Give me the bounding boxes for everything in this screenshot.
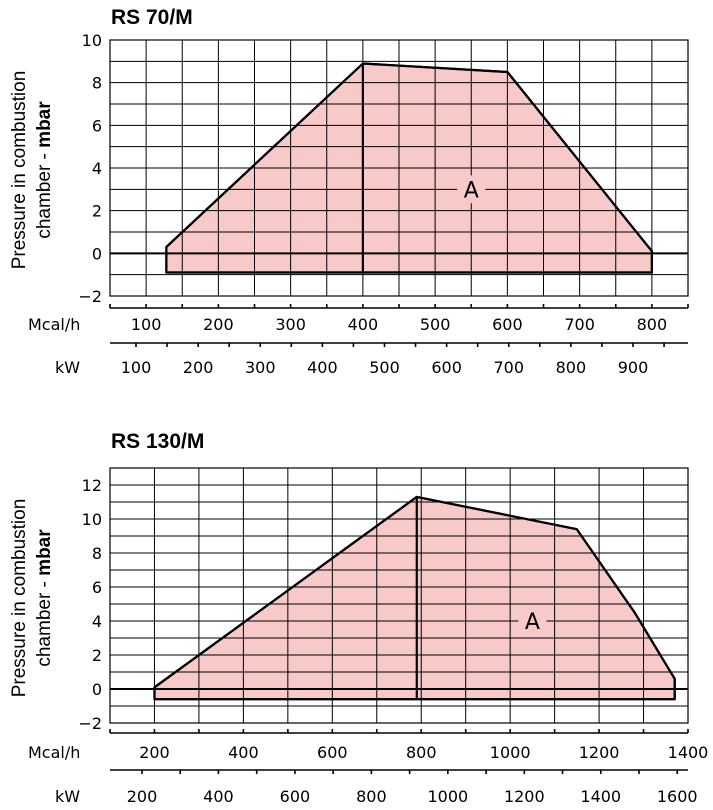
x2-tick-label: 1200 (504, 787, 545, 806)
y-tick-label: −2 (78, 287, 102, 306)
x-axis-unit-mcal: Mcal/h (28, 743, 80, 762)
region-label: A (464, 178, 479, 203)
x2-tick-label: 1600 (657, 787, 698, 806)
chart-title: RS 70/M (111, 6, 193, 29)
y-axis-label-line2: chamber - mbar (34, 101, 55, 239)
x2-axis-unit-kw: kW (55, 787, 80, 806)
x-tick-label: 800 (406, 743, 437, 762)
plot-area: A −2 0 2 4 6 8 10 12 200 400 600 800 1000 1200 1400 200 4… (78, 467, 709, 806)
y-axis-label-line2: chamber - mbar (34, 529, 55, 667)
x2-tick-label: 600 (280, 787, 311, 806)
x-tick-label: 400 (228, 743, 259, 762)
x-tick-label: 100 (131, 315, 162, 334)
y-tick-label: 12 (82, 476, 102, 495)
y-axis-label-line1: Pressure in combustion (9, 499, 30, 698)
x2-tick-label: 800 (356, 787, 387, 806)
x-tick-label: 600 (492, 315, 523, 334)
x-tick-label: 800 (637, 315, 668, 334)
x2-tick-label: 600 (431, 358, 462, 377)
x-tick-label: 600 (317, 743, 348, 762)
x-tick-label: 1400 (668, 743, 709, 762)
x2-tick-label: 900 (618, 358, 649, 377)
y-axis-label-unit: mbar (34, 101, 55, 148)
x2-tick-label: 200 (183, 358, 214, 377)
chart-rs130: RS 130/M A −2 0 2 4 6 8 10 12 200 400 600 800 1000 120… (9, 430, 708, 806)
x-tick-label: 1200 (579, 743, 620, 762)
plot-area: A −2 0 2 4 6 8 10 100 200 300 400 500 600 700 800 100 200… (78, 31, 689, 377)
x2-tick-label: 400 (307, 358, 338, 377)
region-label-background (457, 175, 486, 204)
y-tick-label: 6 (92, 578, 102, 597)
y-tick-label: 4 (92, 159, 102, 178)
x-axis-unit-mcal: Mcal/h (28, 315, 80, 334)
x2-tick-label: 700 (493, 358, 524, 377)
region-label-background (518, 607, 547, 635)
x2-tick-label: 200 (127, 787, 158, 806)
y-tick-label: 0 (92, 680, 102, 699)
x2-tick-label: 400 (203, 787, 234, 806)
x2-axis-unit-kw: kW (55, 358, 80, 377)
x2-tick-label: 1400 (580, 787, 621, 806)
x-tick-label: 300 (275, 315, 306, 334)
x2-tick-label: 500 (369, 358, 400, 377)
y-tick-label: 6 (92, 116, 102, 135)
x2-tick-label: 100 (121, 358, 152, 377)
x-tick-label: 1000 (490, 743, 531, 762)
y-tick-label: −2 (78, 714, 102, 733)
y-tick-label: 8 (92, 74, 102, 93)
x-tick-label: 200 (139, 743, 170, 762)
y-axis-label-prefix: chamber - (34, 148, 55, 239)
operating-region-outline (153, 495, 676, 701)
x2-tick-label: 800 (556, 358, 587, 377)
y-tick-label: 10 (82, 31, 102, 50)
y-tick-label: 2 (92, 646, 102, 665)
x2-tick-label: 300 (245, 358, 276, 377)
y-axis-label-unit: mbar (34, 529, 55, 576)
y-axis-label-prefix: chamber - (34, 576, 55, 667)
y-tick-label: 2 (92, 202, 102, 221)
operating-region-a (153, 495, 676, 701)
x-tick-label: 700 (564, 315, 595, 334)
region-label: A (525, 610, 540, 635)
y-axis-label-line1: Pressure in combustion (9, 71, 30, 270)
chart-title: RS 130/M (111, 430, 204, 453)
plot-frame (109, 39, 689, 297)
chart-rs70: RS 70/M A −2 0 2 4 6 8 10 100 200 300 400 500 600 700 8… (9, 6, 689, 377)
x2-tick-label: 1000 (427, 787, 468, 806)
x-tick-label: 400 (348, 315, 379, 334)
x-tick-label: 200 (203, 315, 234, 334)
y-tick-label: 4 (92, 612, 102, 631)
plot-frame (109, 467, 689, 724)
y-tick-label: 8 (92, 544, 102, 563)
x-tick-label: 500 (420, 315, 451, 334)
y-tick-label: 0 (92, 244, 102, 263)
y-tick-label: 10 (82, 510, 102, 529)
